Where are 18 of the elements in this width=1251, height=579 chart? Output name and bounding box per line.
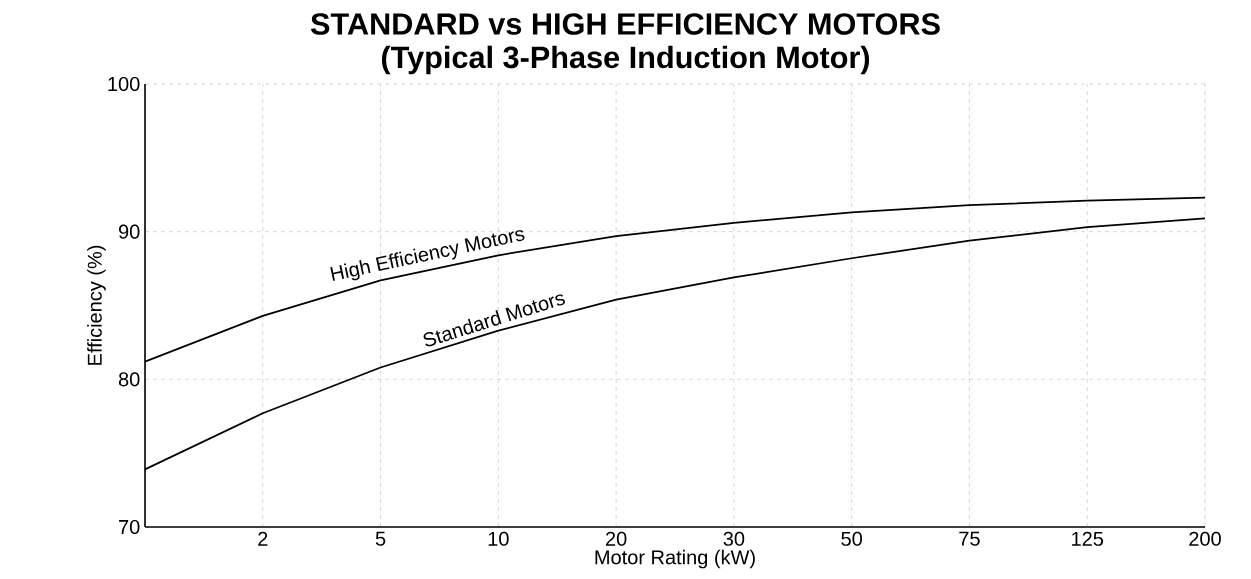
y-axis-title: Efficiency (%) (87, 245, 106, 365)
chart-title: STANDARD vs HIGH EFFICIENCY MOTORS (310, 13, 940, 35)
x-tick-label: 20 (606, 531, 627, 546)
x-tick-label: 10 (488, 531, 509, 546)
x-tick-label: 30 (723, 531, 745, 546)
x-tick-label: 2 (258, 531, 268, 546)
x-tick-label: 50 (841, 531, 862, 546)
x-tick-label: 200 (1189, 531, 1221, 546)
text: High Efficiency Motors (330, 230, 525, 281)
x-tick-label: 75 (959, 531, 980, 546)
y-tick-label: 100 (108, 76, 140, 92)
y-tick-label: 80 (118, 372, 140, 387)
x-tick-label: 5 (375, 531, 386, 546)
x-tick-label: 125 (1072, 531, 1104, 546)
x-axis-title: Motor Rating (kW) (595, 549, 755, 569)
y-tick-label: 90 (118, 224, 140, 239)
y-tick-label: 70 (119, 519, 140, 535)
chart-subtitle: (Typical 3-Phase Induction Motor) (381, 45, 870, 75)
